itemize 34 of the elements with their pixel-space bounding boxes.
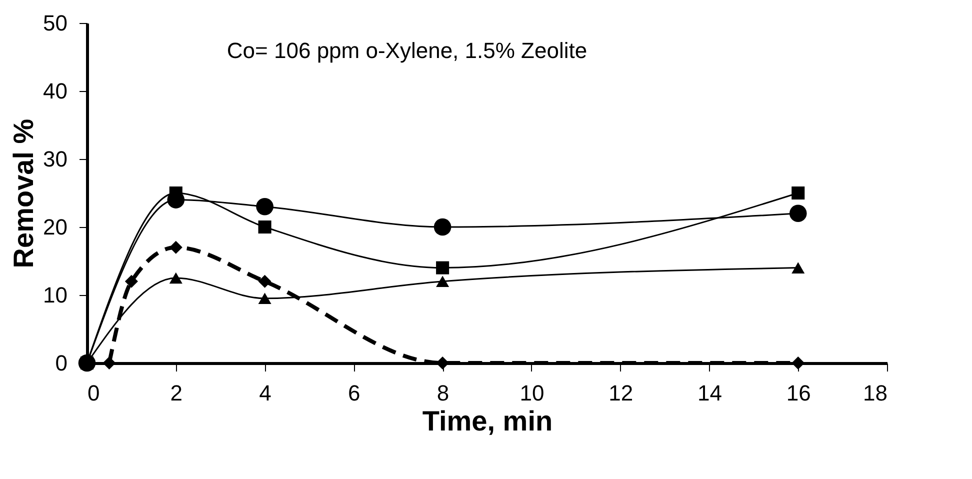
point <box>258 292 272 304</box>
y-tick-label: 10 <box>43 282 68 308</box>
point <box>792 262 805 274</box>
y-axis-title: Removal % <box>8 118 40 268</box>
y-tick-label: 50 <box>43 10 68 36</box>
y-tick-label: 40 <box>43 78 68 104</box>
x-tick-label: 4 <box>259 380 272 406</box>
x-axis-title: Time, min <box>422 406 553 436</box>
y-tick-label: 30 <box>43 146 68 172</box>
x-tick-label: 0 <box>88 380 100 406</box>
point <box>436 276 450 288</box>
y-tick-label: 0 <box>55 350 68 376</box>
x-tick-label: 2 <box>170 380 183 406</box>
x-tick-label: 12 <box>608 380 634 406</box>
point <box>436 261 450 274</box>
point <box>789 204 807 222</box>
x-tick-label: 8 <box>436 380 450 406</box>
x-tick-label: 14 <box>697 380 722 406</box>
point <box>434 218 452 236</box>
x-tick-label: 18 <box>863 380 888 406</box>
point <box>124 274 138 288</box>
point <box>258 274 272 288</box>
point <box>102 356 116 370</box>
y-tick-label: 20 <box>43 214 68 240</box>
x-tick-label: 6 <box>348 380 360 406</box>
point <box>169 272 182 284</box>
point <box>258 220 272 234</box>
annotation: Co= 106 ppm o-Xylene, 1.5% Zeolite <box>226 38 588 63</box>
point <box>792 186 805 200</box>
point <box>169 240 182 254</box>
x-tick-label: 10 <box>520 380 544 406</box>
point <box>792 356 805 370</box>
x-tick-label: 16 <box>786 380 811 406</box>
point <box>256 198 274 216</box>
